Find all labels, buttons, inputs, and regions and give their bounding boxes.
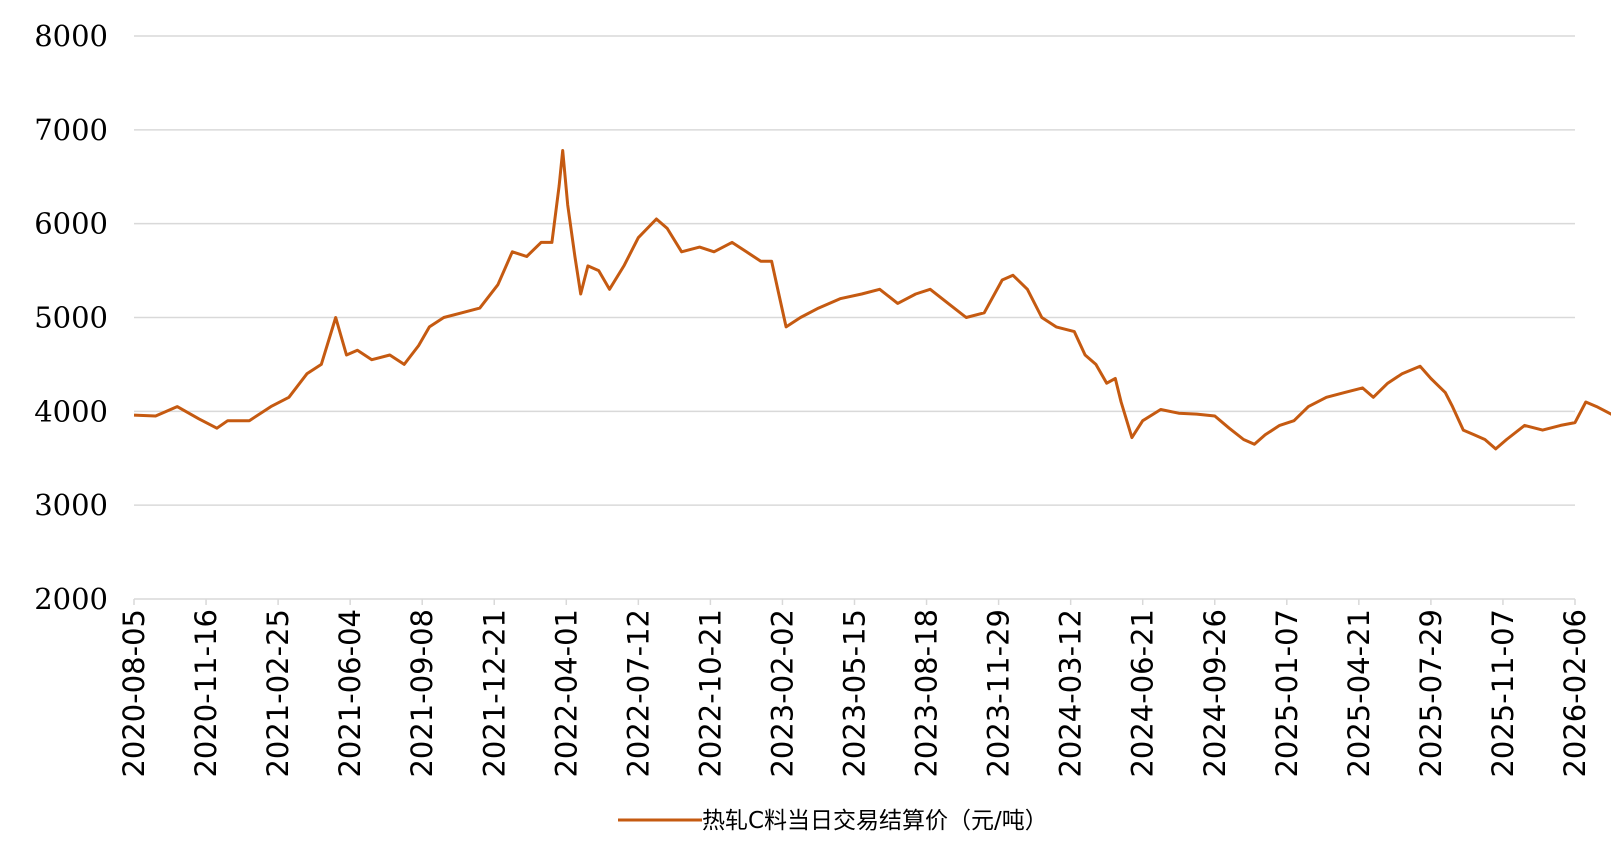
x-tick-label: 2022-10-21 [693, 609, 727, 778]
x-tick-label: 2023-11-29 [982, 609, 1016, 778]
y-tick-label: 7000 [34, 113, 108, 147]
y-tick-label: 4000 [34, 394, 108, 428]
x-tick-label: 2022-04-01 [549, 609, 583, 778]
y-axis-ticks: 2000 3000 4000 5000 6000 7000 8000 [34, 19, 108, 616]
x-tick-label: 2020-11-16 [189, 609, 223, 778]
legend-label: 热轧C料当日交易结算价（元/吨） [702, 808, 1048, 834]
y-tick-label: 3000 [34, 488, 108, 522]
x-tick-label: 2026-02-06 [1558, 609, 1592, 778]
y-tick-label: 6000 [34, 207, 108, 241]
x-tick-label: 2023-05-15 [838, 609, 872, 778]
x-tick-label: 2020-08-05 [117, 609, 151, 778]
x-tick-label: 2025-07-29 [1414, 609, 1448, 778]
x-tick-label: 2021-06-04 [333, 609, 367, 778]
x-tick-label: 2021-02-25 [261, 609, 295, 778]
y-tick-label: 5000 [34, 301, 108, 335]
x-tick-label: 2025-11-07 [1486, 609, 1520, 778]
x-tick-label: 2024-03-12 [1054, 609, 1088, 778]
gridlines [134, 35, 1575, 506]
x-tick-label: 2025-04-21 [1342, 609, 1376, 778]
series-line-hot-rolled-c-price [133, 149, 1611, 451]
x-tick-label: 2023-08-18 [910, 609, 944, 778]
x-tick-label: 2024-09-26 [1198, 609, 1232, 778]
x-axis-ticks: 2020-08-05 2020-11-16 2021-02-25 2021-06-04… [117, 599, 1592, 778]
x-tick-label: 2025-01-07 [1270, 609, 1304, 778]
x-tick-label: 2024-06-21 [1126, 609, 1160, 778]
x-tick-label: 2021-09-08 [405, 609, 439, 778]
x-tick-label: 2023-02-02 [765, 609, 799, 778]
legend: 热轧C料当日交易结算价（元/吨） [618, 808, 1048, 834]
x-tick-label: 2022-07-12 [621, 609, 655, 778]
x-tick-label: 2021-12-21 [477, 609, 511, 778]
y-tick-label: 2000 [34, 582, 108, 616]
y-tick-label: 8000 [34, 19, 108, 53]
